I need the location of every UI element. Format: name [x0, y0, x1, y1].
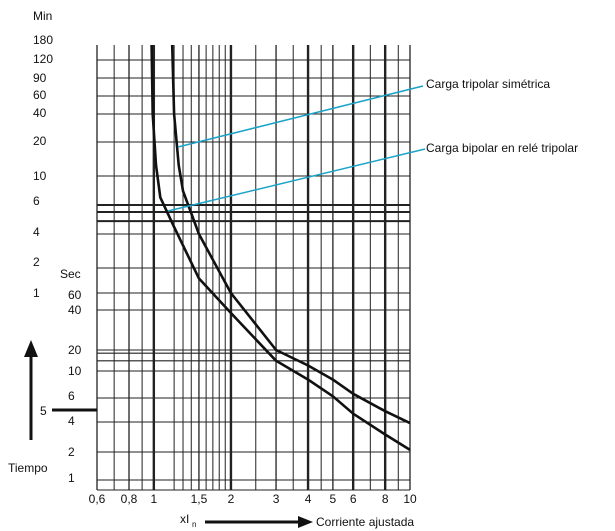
y-tick-label-min: 60	[33, 88, 47, 102]
y-tick-label-min: 2	[33, 255, 40, 269]
x-tick-label: 10	[403, 492, 417, 506]
y-axis-label: Tiempo	[8, 461, 48, 475]
y-tick-label-min: 10	[33, 169, 47, 183]
y-tick-label-min: 180	[33, 33, 53, 47]
annotation-bipolar: Carga bipolar en relé tripolar	[426, 141, 578, 155]
x-tick-label: 0,6	[89, 492, 106, 506]
x-axis-label-prefix: xI	[180, 512, 189, 526]
y-tick-label-sec: 1	[68, 471, 75, 485]
x-axis-label-subscript: n	[192, 520, 196, 529]
y-tick-label-sec: 2	[68, 445, 75, 459]
y-tick-label-min: 1	[33, 286, 40, 300]
x-tick-label: 6	[350, 492, 357, 506]
x-axis-label: Corriente ajustada	[316, 515, 414, 529]
x-tick-label: 1	[150, 492, 157, 506]
x-tick-label: 8	[382, 492, 389, 506]
y-tick-label-min: 40	[33, 106, 47, 120]
y-tick-label-min: 90	[33, 71, 47, 85]
y-tick-label-sec: 40	[68, 303, 82, 317]
curve-series-1	[150, 44, 411, 452]
time-arrow	[24, 340, 38, 440]
x-axis-arrow	[205, 516, 313, 528]
y-tick-label-min: 4	[33, 225, 40, 239]
x-tick-label: 3	[273, 492, 280, 506]
x-tick-label: 0,8	[121, 492, 138, 506]
y-unit-sec: Sec	[60, 267, 81, 281]
y-tick-label-sec: 20	[68, 343, 82, 357]
y-tick-label-min: 120	[33, 52, 53, 66]
leader-tripolar	[177, 85, 424, 148]
curves	[150, 44, 411, 452]
annotation-tripolar: Carga tripolar simétrica	[426, 77, 550, 91]
x-tick-label: 5	[330, 492, 337, 506]
y-unit-min: Min	[33, 9, 52, 23]
y-tick-label-sec: 4	[68, 414, 75, 428]
x-tick-label: 4	[305, 492, 312, 506]
y-tick-label-min: 20	[33, 134, 47, 148]
y-tick-label-sec: 10	[68, 364, 82, 378]
y-tick-label-sec: 60	[68, 288, 82, 302]
leader-bipolar	[167, 148, 426, 212]
curve-series-0	[170, 44, 411, 425]
x-tick-label: 1,5	[191, 492, 208, 506]
y-tick-label-min: 6	[33, 194, 40, 208]
x-tick-label: 2	[228, 492, 235, 506]
marker-label: 5	[40, 404, 47, 418]
grid	[96, 45, 411, 491]
y-tick-label-sec: 6	[68, 389, 75, 403]
